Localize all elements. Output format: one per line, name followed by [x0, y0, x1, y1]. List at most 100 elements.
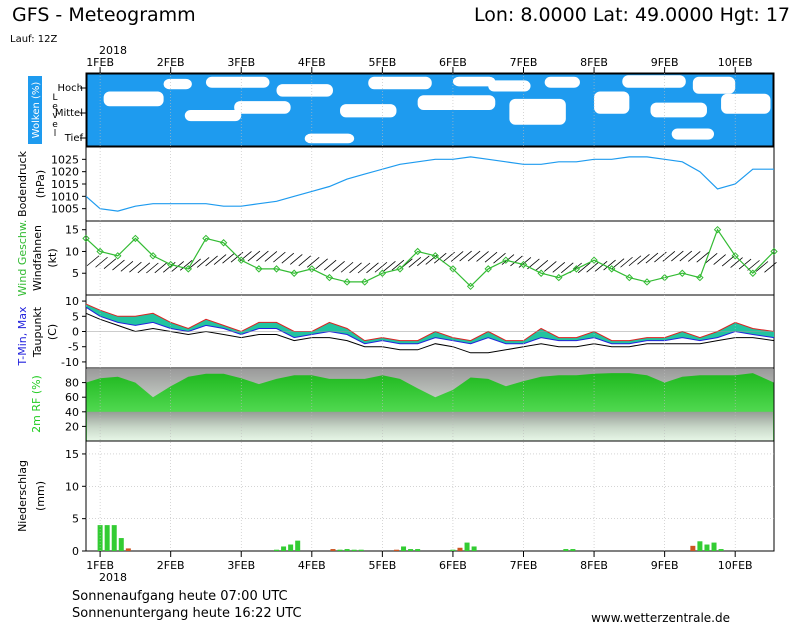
wind-speed-point	[449, 265, 457, 273]
pressure-unit-label: (hPa)	[34, 170, 47, 198]
wind-barb	[645, 252, 659, 264]
wind-barb	[374, 261, 388, 273]
wind-speed-point	[466, 282, 475, 291]
wind-barb	[459, 250, 472, 262]
level-label-char: v	[52, 111, 58, 121]
cloud-gap	[340, 104, 397, 118]
day-label-top: 7FEB	[510, 56, 538, 69]
precip-axis-label: Niederschlag	[16, 460, 29, 532]
pressure-axis-label: Bodendruck	[16, 150, 29, 217]
wind-barb	[273, 251, 286, 263]
location-info: Lon: 8.0000 Lat: 49.0000 Hgt: 17	[474, 4, 790, 26]
day-label-bottom: 4FEB	[298, 559, 326, 572]
wind-barb	[467, 250, 481, 262]
precip-bar	[415, 549, 421, 551]
cloud-gap	[721, 93, 771, 114]
humidity-ytick-label: 20	[65, 420, 79, 433]
cloud-level-tief: Tief	[64, 133, 84, 144]
cloud-gap	[650, 102, 707, 118]
wind-speed-point	[484, 265, 492, 273]
wind-unit-label: (kt)	[46, 248, 59, 267]
wind-barb	[129, 261, 142, 273]
wind-barb	[298, 255, 312, 267]
wind-speed-line	[85, 228, 775, 288]
panel-frame-precip	[85, 440, 775, 552]
wind-speed-point	[272, 265, 281, 273]
precip-unit-label: (mm)	[34, 481, 47, 511]
wind-barb	[137, 262, 151, 274]
wind-barb	[340, 261, 354, 273]
precip-bar	[344, 549, 350, 551]
day-label-bottom: 10FEB	[718, 559, 753, 572]
precip-bar	[704, 544, 710, 551]
precip-bar	[690, 545, 696, 551]
wind-barb	[764, 262, 777, 273]
cloud-axis-label: Wolken (%)	[31, 82, 42, 139]
precip-bar	[118, 538, 124, 551]
day-label-bottom: 7FEB	[510, 559, 538, 572]
wind-barb	[510, 255, 523, 267]
wind-barb	[391, 259, 405, 271]
precip-bar	[718, 549, 724, 551]
cloud-gap	[205, 76, 270, 88]
wind-barb	[713, 254, 726, 265]
sunset-text: Sonnenuntergang heute 16:22 UTC	[72, 606, 302, 621]
day-label-bottom: 2FEB	[157, 559, 185, 572]
cloud-level-mittel: Mittel	[55, 108, 83, 119]
precip-bar	[401, 546, 407, 551]
wind-barb	[247, 250, 261, 262]
pressure-ytick-label: 1010	[51, 190, 79, 203]
wind-barb	[594, 260, 608, 272]
cloud-gap	[368, 76, 432, 90]
year-label-top: 2018	[99, 44, 127, 57]
wind-barb	[493, 252, 506, 264]
wind-barb	[332, 261, 345, 272]
cloud-level-hoch: Hoch	[58, 83, 83, 94]
cloud-gap	[234, 101, 291, 114]
wind-barb	[611, 258, 625, 270]
wind-speed-point	[537, 269, 545, 277]
panel-frame-wind	[85, 220, 775, 296]
level-label-char: e	[52, 120, 58, 130]
wind-speed-point	[625, 273, 634, 282]
tmin-line	[85, 306, 775, 345]
panels: Wolken (%) HochMittelTiefLevel10051010101…	[16, 72, 778, 558]
wind-barb	[476, 251, 489, 262]
wind-speed-point	[731, 252, 739, 260]
wind-barb	[95, 256, 108, 268]
day-label-bottom: 6FEB	[439, 559, 467, 572]
temperature-ytick-label: -5	[68, 341, 79, 354]
wind-speed-point	[202, 234, 210, 243]
cloud-gap	[304, 133, 355, 144]
cloud-gap	[103, 91, 164, 107]
wind-speed-point	[519, 260, 528, 269]
precip-bar	[697, 541, 703, 551]
precip-bar	[711, 542, 717, 551]
wind-ytick-label: 5	[72, 267, 79, 280]
wind-barb	[120, 260, 134, 272]
wind-barb	[484, 251, 498, 263]
wind-barb	[577, 262, 591, 274]
wind-barb	[671, 250, 684, 262]
precip-bar	[464, 542, 470, 551]
cloud-gap	[622, 75, 686, 88]
temp-unit-label: (C)	[46, 324, 59, 340]
precip-bar	[288, 544, 294, 551]
temperature-ytick-label: 10	[65, 295, 79, 308]
run-label: Lauf: 12Z	[10, 34, 57, 45]
cloud-frame	[86, 73, 774, 147]
temperature-ytick-label: -10	[61, 356, 79, 369]
precip-bar	[457, 547, 463, 551]
level-label-char: l	[54, 129, 57, 139]
precip-bar	[393, 549, 399, 551]
wind-ytick-label: 15	[65, 224, 79, 237]
wind-speed-point	[555, 273, 563, 282]
wind-barb	[696, 251, 709, 263]
windfahnen-label: Windfahnen	[31, 225, 44, 291]
cloud-gap	[509, 98, 566, 125]
wind-barb	[264, 251, 278, 262]
pressure-ytick-label: 1005	[51, 203, 79, 216]
wind-speed-point	[114, 252, 122, 260]
panel-frame-pressure	[85, 146, 775, 222]
